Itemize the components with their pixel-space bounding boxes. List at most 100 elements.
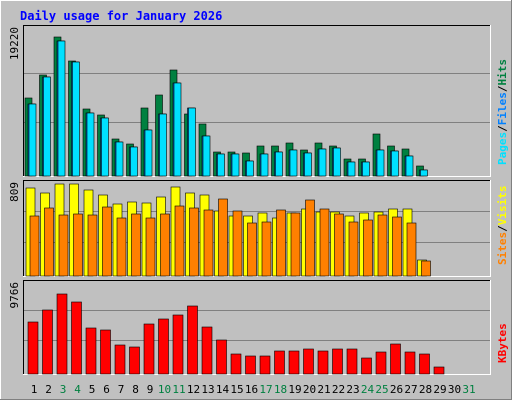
bar-sites-day-3 [58, 214, 69, 277]
bar-pages-day-16 [246, 160, 254, 177]
x-tick-label: 24 [361, 383, 375, 396]
bar-pages-day-23 [347, 161, 356, 177]
bar-pages-day-9 [144, 129, 153, 177]
chart-title: Daily usage for January 2026 [20, 9, 222, 23]
bar-pages-day-20 [304, 152, 312, 177]
x-tick-label: 3 [60, 383, 67, 396]
legend-separator: / [496, 125, 509, 132]
bar-sites-day-17 [261, 221, 272, 277]
bar-pages-day-11 [173, 82, 182, 177]
bar-kbytes-day-24 [361, 357, 372, 375]
x-tick-label: 13 [201, 383, 214, 396]
bar-sites-day-12 [189, 207, 199, 277]
bar-kbytes-day-10 [158, 318, 169, 375]
bar-pages-day-22 [333, 147, 341, 177]
bar-pages-day-6 [101, 117, 109, 177]
bar-kbytes-day-6 [100, 329, 111, 375]
bar-pages-day-13 [202, 135, 211, 177]
panel-kbytes: 9766 KBytes [8, 280, 509, 375]
bar-kbytes-day-23 [346, 348, 358, 375]
bar-pages-day-27 [405, 155, 414, 177]
bar-sites-day-2 [44, 207, 54, 277]
bar-sites-day-1 [29, 215, 40, 277]
bar-kbytes-day-9 [143, 323, 155, 375]
bar-kbytes-day-4 [71, 301, 82, 375]
bar-sites-day-4 [73, 213, 83, 277]
bar-sites-day-19 [290, 212, 301, 277]
bar-kbytes-day-28 [419, 353, 430, 375]
bar-kbytes-day-11 [172, 314, 184, 375]
bar-pages-day-28 [420, 169, 428, 177]
x-tick-label: 14 [216, 383, 230, 396]
bar-pages-day-8 [130, 146, 138, 177]
bar-kbytes-day-16 [245, 355, 256, 375]
bar-pages-day-18 [275, 151, 283, 177]
x-tick-label: 1 [31, 383, 38, 396]
x-tick-label: 19 [288, 383, 301, 396]
bar-sites-day-5 [87, 214, 98, 277]
bar-sites-day-24 [363, 219, 373, 277]
legend-files: Files [496, 92, 509, 125]
x-tick-label: 27 [404, 383, 417, 396]
bar-kbytes-day-20 [303, 348, 314, 375]
x-tick-label: 10 [158, 383, 171, 396]
x-tick-label: 26 [390, 383, 403, 396]
bar-kbytes-day-27 [404, 351, 416, 375]
bar-sites-day-13 [203, 209, 214, 277]
bar-sites-day-14 [218, 198, 228, 277]
bar-kbytes-day-18 [274, 350, 285, 375]
bar-sites-day-27 [406, 222, 417, 277]
bar-kbytes-day-22 [332, 348, 343, 375]
bar-pages-day-15 [231, 153, 240, 177]
bar-pages-day-12 [188, 107, 196, 177]
legend-separator: / [496, 225, 509, 232]
bar-kbytes-day-15 [230, 353, 242, 375]
bar-kbytes-day-3 [56, 293, 68, 375]
legend-sites: Sites [496, 232, 509, 265]
bar-sites-day-10 [160, 213, 170, 277]
y-max-label: 9766 [8, 282, 21, 309]
x-tick-label: 23 [346, 383, 359, 396]
bar-pages-day-4 [72, 61, 80, 177]
bar-kbytes-day-21 [317, 350, 329, 375]
x-tick-label: 5 [89, 383, 96, 396]
x-tick-label: 28 [419, 383, 432, 396]
bar-sites-day-20 [305, 199, 315, 277]
bar-pages-day-14 [217, 153, 225, 177]
bar-kbytes-day-2 [42, 309, 53, 375]
bar-sites-day-15 [232, 210, 243, 277]
x-tick-label: 16 [245, 383, 258, 396]
legend-hits: Hits [496, 59, 509, 86]
x-tick-label: 15 [230, 383, 243, 396]
x-tick-label: 11 [172, 383, 185, 396]
bar-kbytes-day-14 [216, 339, 227, 375]
legend-kbytes: KBytes [496, 323, 509, 363]
bar-pages-day-10 [159, 113, 167, 177]
legend-visits: Visits [496, 186, 509, 226]
bar-pages-day-26 [391, 150, 399, 177]
x-tick-label: 6 [103, 383, 110, 396]
legend-pages: Pages [496, 132, 509, 165]
x-tick-label: 31 [462, 383, 475, 396]
x-tick-label: 12 [187, 383, 200, 396]
bar-sites-day-6 [102, 206, 112, 277]
x-tick-label: 30 [448, 383, 461, 396]
bar-sites-day-21 [319, 208, 330, 277]
panel-visits-sites: 809 Sites/Visits [8, 180, 509, 277]
bar-sites-day-25 [377, 214, 388, 277]
chart-panels: 19220Pages/Files/Hits809Sites/Visits9766… [8, 25, 509, 375]
x-tick-label: 17 [259, 383, 272, 396]
bar-sites-day-8 [131, 213, 141, 277]
bar-kbytes-day-29 [433, 366, 445, 375]
bar-pages-day-5 [86, 112, 95, 177]
bar-pages-day-7 [115, 141, 124, 177]
x-axis-labels: 1 2 3 4 5 6 7 8 9 10 11 12 13 14 15 16 17 18 19 20 21 22 23 24 2… [31, 383, 476, 396]
bar-sites-day-11 [174, 205, 185, 277]
x-tick-label: 4 [74, 383, 81, 396]
bar-pages-day-24 [362, 161, 370, 177]
x-tick-label: 29 [433, 383, 446, 396]
bar-sites-day-16 [247, 222, 257, 277]
bar-sites-day-22 [334, 213, 344, 277]
bar-pages-day-3 [57, 40, 66, 177]
